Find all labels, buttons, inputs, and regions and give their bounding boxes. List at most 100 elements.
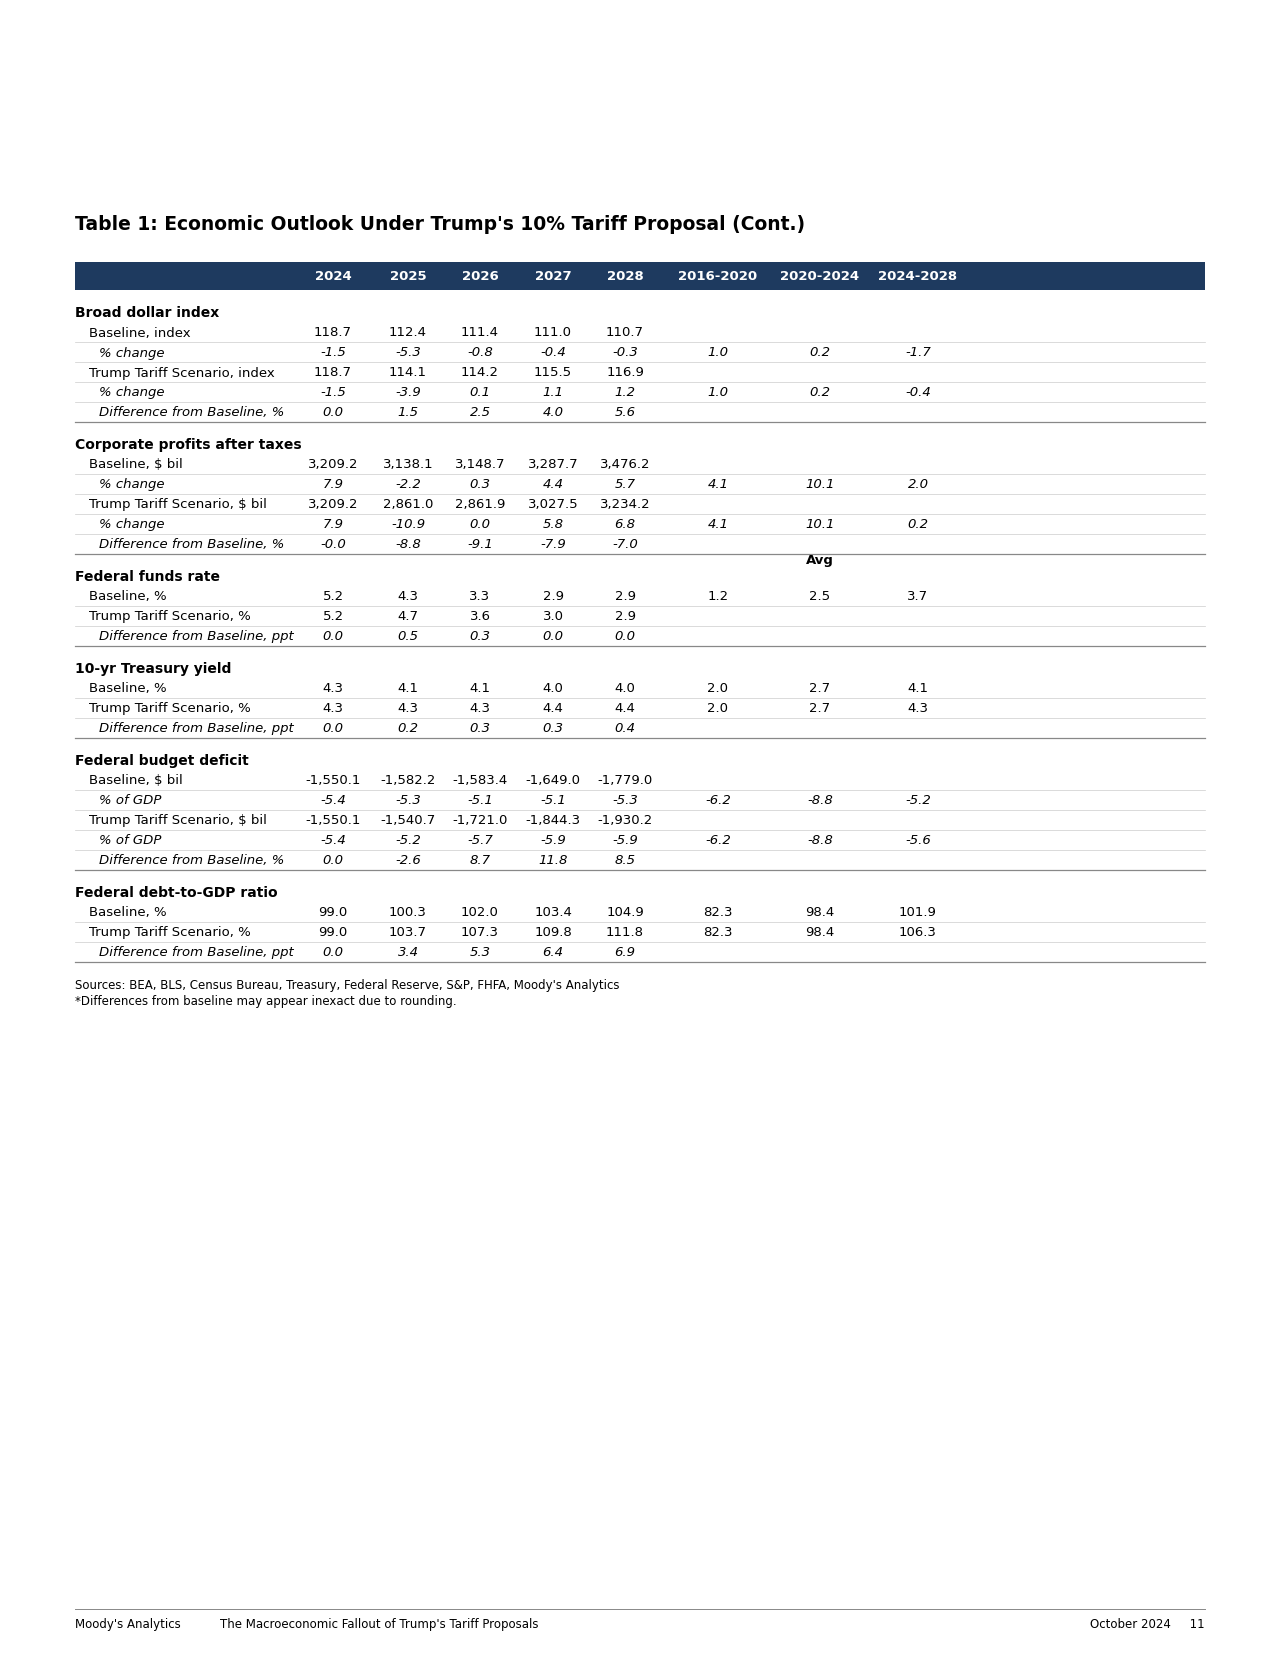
Text: 6.4: 6.4: [543, 947, 563, 958]
Text: 111.4: 111.4: [461, 326, 499, 339]
Text: % change: % change: [99, 386, 165, 399]
Text: 4.3: 4.3: [323, 682, 343, 695]
Text: -1.7: -1.7: [905, 346, 931, 359]
Text: Difference from Baseline, ppt: Difference from Baseline, ppt: [99, 947, 293, 958]
Text: 1.0: 1.0: [708, 346, 728, 359]
Text: 0.0: 0.0: [323, 405, 343, 419]
Text: 0.3: 0.3: [543, 722, 563, 735]
Text: 4.4: 4.4: [614, 702, 635, 715]
Text: 1.2: 1.2: [708, 591, 728, 602]
Text: 2,861.0: 2,861.0: [383, 498, 433, 511]
Text: 10.1: 10.1: [805, 518, 835, 531]
Text: 4.1: 4.1: [398, 682, 419, 695]
Text: 5.6: 5.6: [614, 405, 635, 419]
Text: 4.4: 4.4: [543, 702, 563, 715]
Text: -0.4: -0.4: [540, 346, 566, 359]
Text: 4.1: 4.1: [470, 682, 490, 695]
Text: 4.3: 4.3: [470, 702, 490, 715]
Text: 4.0: 4.0: [543, 682, 563, 695]
Text: 8.7: 8.7: [470, 854, 490, 867]
Text: 1.5: 1.5: [398, 405, 419, 419]
Text: 2.7: 2.7: [809, 682, 831, 695]
Text: 82.3: 82.3: [703, 905, 732, 919]
Text: Trump Tariff Scenario, %: Trump Tariff Scenario, %: [90, 611, 251, 624]
Text: -0.8: -0.8: [467, 346, 493, 359]
Text: 0.1: 0.1: [470, 386, 490, 399]
Text: 103.7: 103.7: [389, 925, 428, 938]
Text: 3,027.5: 3,027.5: [527, 498, 579, 511]
Text: Difference from Baseline, %: Difference from Baseline, %: [99, 405, 284, 419]
Text: 2.0: 2.0: [708, 682, 728, 695]
Text: 2.7: 2.7: [809, 702, 831, 715]
Text: -8.8: -8.8: [396, 538, 421, 551]
Text: Trump Tariff Scenario, %: Trump Tariff Scenario, %: [90, 925, 251, 938]
Text: -1,582.2: -1,582.2: [380, 775, 435, 788]
Text: % of GDP: % of GDP: [99, 834, 161, 847]
Text: 0.3: 0.3: [470, 722, 490, 735]
Text: Baseline, %: Baseline, %: [90, 591, 166, 602]
Text: 107.3: 107.3: [461, 925, 499, 938]
Text: -6.2: -6.2: [705, 834, 731, 847]
Text: 2.9: 2.9: [614, 611, 635, 624]
Text: 0.5: 0.5: [398, 631, 419, 644]
Text: 7.9: 7.9: [323, 518, 343, 531]
Text: 99.0: 99.0: [319, 925, 348, 938]
Text: 3,287.7: 3,287.7: [527, 458, 579, 472]
Text: 99.0: 99.0: [319, 905, 348, 919]
Text: -0.3: -0.3: [612, 346, 637, 359]
Text: 1.2: 1.2: [614, 386, 635, 399]
Text: 2.9: 2.9: [614, 591, 635, 602]
Text: -0.0: -0.0: [320, 538, 346, 551]
Text: 7.9: 7.9: [323, 478, 343, 492]
Text: -0.4: -0.4: [905, 386, 931, 399]
Text: % change: % change: [99, 518, 165, 531]
Text: -1,540.7: -1,540.7: [380, 814, 435, 828]
Text: 98.4: 98.4: [805, 905, 835, 919]
Text: 2.9: 2.9: [543, 591, 563, 602]
Text: 5.7: 5.7: [614, 478, 635, 492]
Text: -1,649.0: -1,649.0: [526, 775, 581, 788]
Text: 4.3: 4.3: [908, 702, 928, 715]
Text: 111.0: 111.0: [534, 326, 572, 339]
Text: 3,209.2: 3,209.2: [307, 458, 358, 472]
Text: Trump Tariff Scenario, %: Trump Tariff Scenario, %: [90, 702, 251, 715]
Text: 0.2: 0.2: [809, 346, 831, 359]
Text: -5.4: -5.4: [320, 794, 346, 808]
Text: -1,583.4: -1,583.4: [452, 775, 508, 788]
Text: Federal debt-to-GDP ratio: Federal debt-to-GDP ratio: [76, 885, 278, 899]
Text: 4.3: 4.3: [323, 702, 343, 715]
Text: -2.2: -2.2: [396, 478, 421, 492]
Text: 5.3: 5.3: [470, 947, 490, 958]
Text: 0.2: 0.2: [809, 386, 831, 399]
Text: 3,148.7: 3,148.7: [454, 458, 506, 472]
Text: 82.3: 82.3: [703, 925, 732, 938]
Text: -5.7: -5.7: [467, 834, 493, 847]
Text: % of GDP: % of GDP: [99, 794, 161, 808]
Text: -1,779.0: -1,779.0: [598, 775, 653, 788]
Text: Corporate profits after taxes: Corporate profits after taxes: [76, 437, 302, 452]
Text: The Macroeconomic Fallout of Trump's Tariff Proposals: The Macroeconomic Fallout of Trump's Tar…: [220, 1617, 539, 1630]
Text: 2.0: 2.0: [908, 478, 928, 492]
Text: -1,721.0: -1,721.0: [452, 814, 508, 828]
Text: 2026: 2026: [462, 270, 498, 283]
Text: 4.7: 4.7: [398, 611, 419, 624]
Text: % change: % change: [99, 346, 165, 359]
Text: -5.1: -5.1: [467, 794, 493, 808]
Text: -5.3: -5.3: [396, 346, 421, 359]
Text: 2024-2028: 2024-2028: [878, 270, 957, 283]
Text: 2024: 2024: [315, 270, 352, 283]
Text: 2.5: 2.5: [470, 405, 490, 419]
Text: 2,861.9: 2,861.9: [454, 498, 506, 511]
Text: Federal budget deficit: Federal budget deficit: [76, 753, 248, 768]
Text: Baseline, $ bil: Baseline, $ bil: [90, 775, 183, 788]
Text: -5.9: -5.9: [612, 834, 637, 847]
Text: 106.3: 106.3: [899, 925, 937, 938]
Text: 0.0: 0.0: [323, 722, 343, 735]
Text: -8.8: -8.8: [808, 794, 833, 808]
Text: -1,550.1: -1,550.1: [306, 775, 361, 788]
Text: 5.2: 5.2: [323, 591, 343, 602]
Text: 1.1: 1.1: [543, 386, 563, 399]
Text: 6.8: 6.8: [614, 518, 635, 531]
Text: -1,550.1: -1,550.1: [306, 814, 361, 828]
Text: -10.9: -10.9: [390, 518, 425, 531]
